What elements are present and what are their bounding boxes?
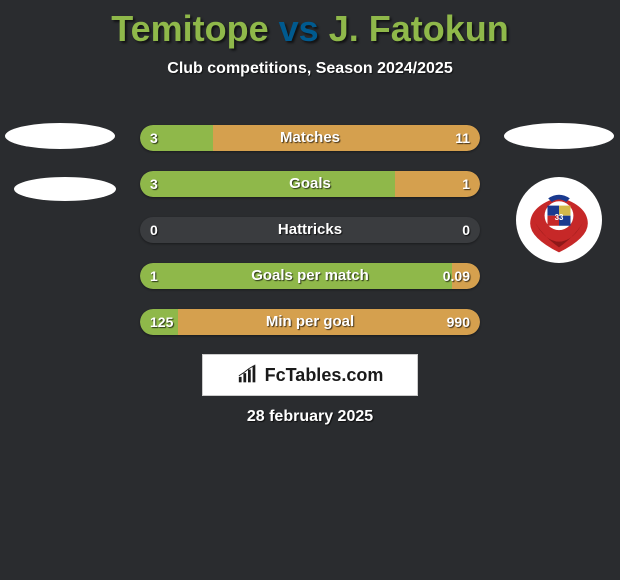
bar-right-value: 11 [455, 125, 470, 151]
player2-club-badge: 33 [516, 177, 602, 263]
comparison-bars: 3 Matches 11 3 Goals 1 0 Hattricks 0 1 G… [140, 125, 480, 355]
bar-row: 1 Goals per match 0.09 [140, 263, 480, 289]
player1-avatar [5, 123, 115, 149]
club-badge-icon: 33 [523, 184, 595, 256]
bar-row: 3 Matches 11 [140, 125, 480, 151]
player1-name: Temitope [111, 8, 268, 49]
fctables-logo: FcTables.com [202, 354, 418, 396]
bar-right-value: 0.09 [443, 263, 470, 289]
subtitle: Club competitions, Season 2024/2025 [0, 60, 620, 78]
bar-right-value: 990 [447, 309, 470, 335]
player1-club-avatar [14, 177, 116, 201]
bar-label: Hattricks [140, 217, 480, 243]
player2-name: J. Fatokun [329, 8, 509, 49]
bar-row: 3 Goals 1 [140, 171, 480, 197]
bar-chart-icon [237, 364, 259, 386]
bar-label: Goals per match [140, 263, 480, 289]
vs-text: vs [279, 8, 319, 49]
bar-label: Min per goal [140, 309, 480, 335]
bar-right-value: 1 [462, 171, 470, 197]
player2-avatar [504, 123, 614, 149]
date-text: 28 february 2025 [0, 408, 620, 426]
bar-label: Goals [140, 171, 480, 197]
bar-label: Matches [140, 125, 480, 151]
bar-right-value: 0 [462, 217, 470, 243]
comparison-title: Temitope vs J. Fatokun [0, 0, 620, 50]
svg-text:33: 33 [555, 213, 564, 222]
bar-row: 0 Hattricks 0 [140, 217, 480, 243]
fctables-logo-text: FcTables.com [265, 365, 384, 386]
bar-row: 125 Min per goal 990 [140, 309, 480, 335]
